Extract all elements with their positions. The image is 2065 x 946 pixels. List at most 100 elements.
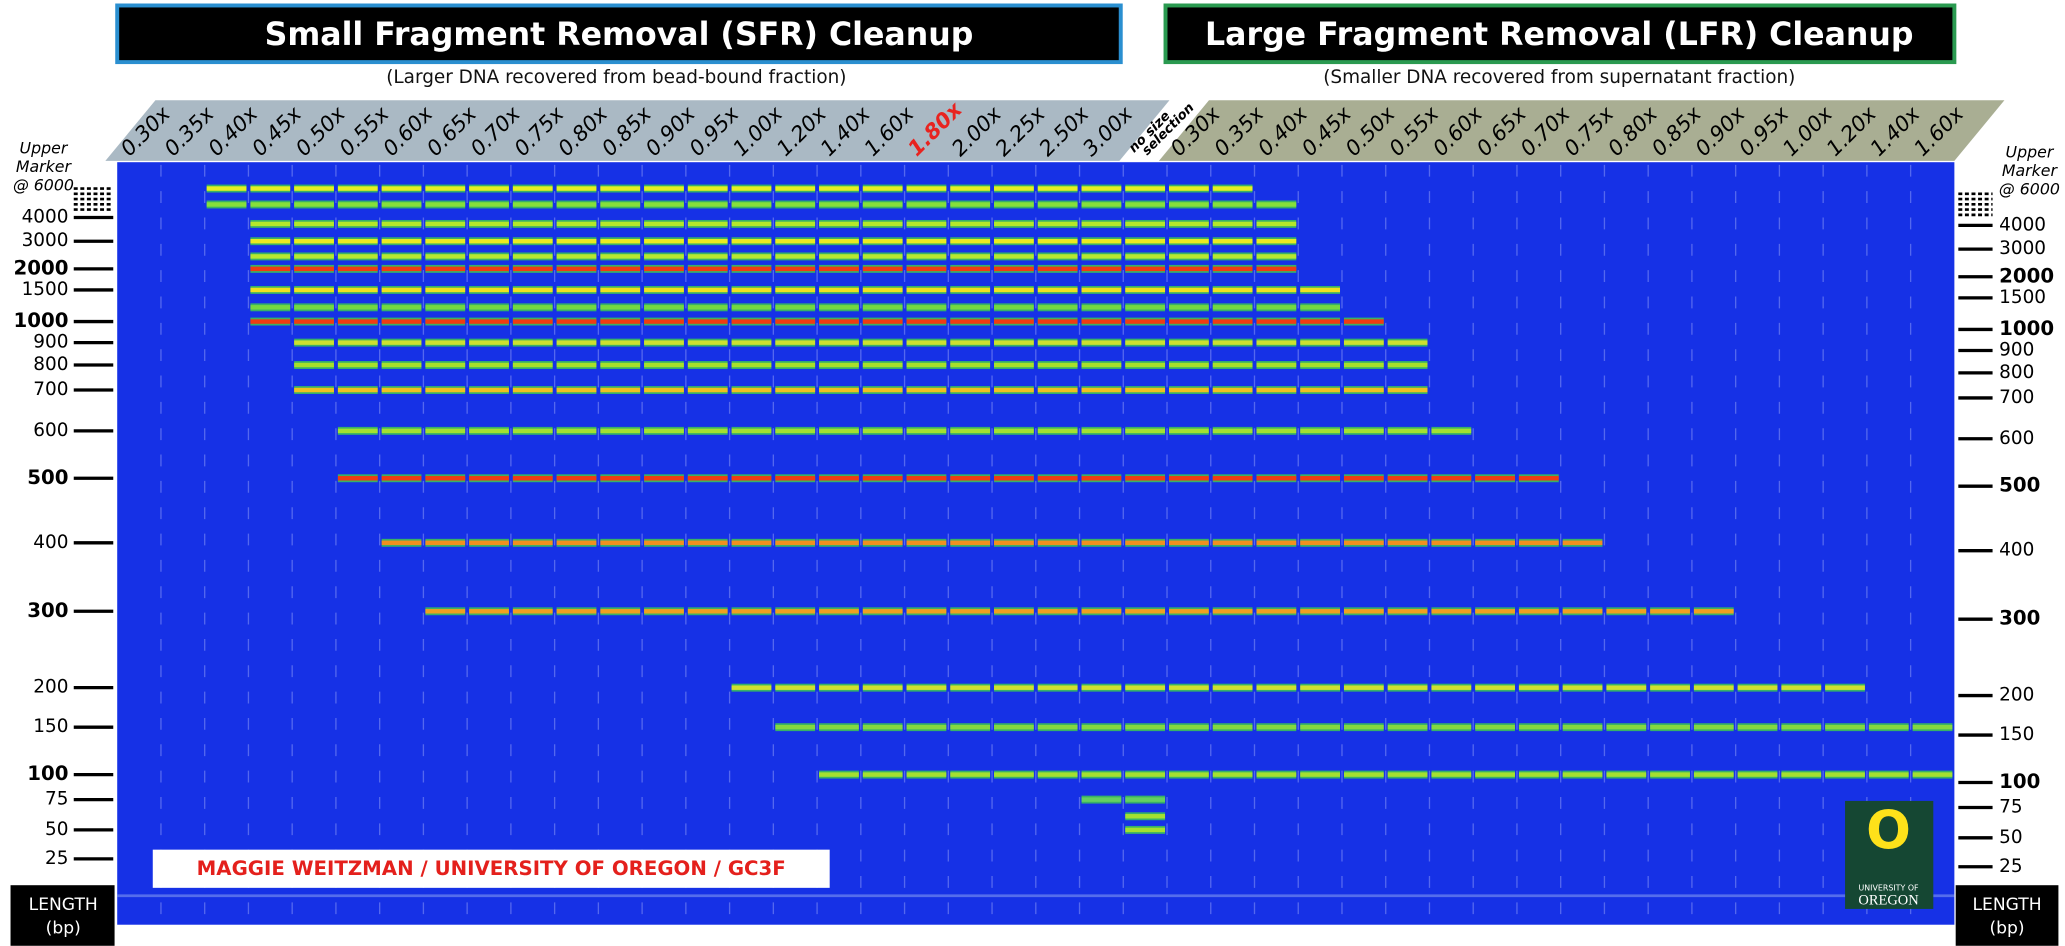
band-core: [1825, 772, 1865, 777]
band-core: [1868, 724, 1909, 730]
length-box: [10, 885, 115, 946]
band-core: [512, 387, 553, 393]
band-core: [994, 476, 1034, 481]
band-core: [337, 428, 378, 434]
band-core: [731, 540, 772, 546]
band-core: [906, 540, 947, 546]
band-core: [556, 319, 597, 324]
band-core: [819, 428, 859, 434]
band-core: [1081, 319, 1122, 324]
band-core: [1606, 724, 1647, 730]
band-core: [1168, 540, 1209, 546]
band-core: [556, 340, 597, 345]
band-core: [950, 186, 991, 191]
band-core: [1037, 387, 1078, 393]
sfr-subtitle: (Larger DNA recovered from bead-bound fr…: [386, 67, 846, 88]
band-core: [512, 305, 553, 310]
band-core: [425, 186, 466, 191]
band-core: [819, 254, 859, 259]
band-core: [687, 238, 728, 244]
band-core: [1125, 540, 1166, 546]
band-core: [337, 319, 378, 324]
band-core: [1168, 387, 1209, 393]
band-core: [600, 202, 641, 207]
band-core: [644, 221, 684, 227]
band-core: [950, 362, 991, 368]
band-core: [819, 221, 859, 227]
band-core: [556, 387, 597, 393]
band-core: [644, 186, 684, 191]
marker-label: 100: [1999, 770, 2040, 793]
band-core: [906, 476, 947, 481]
band-core: [862, 428, 903, 434]
marker-label: 1500: [22, 279, 69, 300]
band-core: [600, 266, 641, 272]
band-core: [294, 254, 334, 259]
band-core: [819, 238, 859, 244]
band-core: [381, 362, 422, 368]
band-core: [1475, 772, 1515, 777]
band-core: [1256, 540, 1297, 546]
band-core: [950, 476, 991, 481]
band-core: [1168, 685, 1209, 690]
band-core: [512, 221, 553, 227]
band-core: [1256, 609, 1297, 614]
band-core: [1037, 266, 1078, 272]
band-core: [469, 428, 509, 434]
band-core: [687, 362, 728, 368]
band-core: [1256, 254, 1297, 259]
logo-letter: O: [1866, 800, 1911, 861]
band-core: [731, 202, 772, 207]
band-core: [1081, 254, 1122, 259]
band-core: [731, 685, 772, 690]
band-core: [206, 202, 247, 207]
band-core: [1650, 772, 1690, 777]
band-core: [1212, 540, 1253, 546]
band-core: [1300, 540, 1341, 546]
band-core: [906, 221, 947, 227]
band-core: [512, 266, 553, 272]
band-core: [1212, 362, 1253, 368]
band-core: [1168, 340, 1209, 345]
band-core: [731, 340, 772, 345]
band-core: [381, 319, 422, 324]
band-core: [600, 319, 641, 324]
band-core: [1300, 724, 1341, 730]
band-core: [819, 186, 859, 191]
band-core: [512, 609, 553, 614]
marker-label: 700: [33, 379, 68, 400]
band-core: [1168, 186, 1209, 191]
upper-marker-label: Marker: [2002, 161, 2059, 180]
band-core: [644, 387, 684, 393]
band-core: [819, 476, 859, 481]
band-core: [1431, 772, 1472, 777]
band-core: [1300, 428, 1341, 434]
band-core: [469, 287, 509, 293]
band-core: [687, 305, 728, 310]
band-core: [600, 238, 641, 244]
band-core: [294, 287, 334, 293]
band-core: [775, 238, 816, 244]
band-core: [337, 362, 378, 368]
marker-label: 800: [1999, 362, 2034, 383]
band-core: [381, 428, 422, 434]
band-core: [1300, 476, 1341, 481]
band-core: [687, 387, 728, 393]
band-core: [906, 202, 947, 207]
band-core: [906, 362, 947, 368]
band-core: [775, 724, 816, 730]
band-core: [1300, 387, 1341, 393]
band-core: [469, 202, 509, 207]
band-core: [469, 186, 509, 191]
band-core: [1081, 202, 1122, 207]
band-core: [1300, 685, 1341, 690]
band-core: [1693, 724, 1734, 730]
upper-marker-label: Upper: [20, 139, 69, 158]
band-core: [381, 266, 422, 272]
band-core: [862, 609, 903, 614]
band-core: [994, 202, 1034, 207]
band-core: [294, 319, 334, 324]
band-core: [862, 221, 903, 227]
band-core: [906, 238, 947, 244]
band-core: [556, 254, 597, 259]
